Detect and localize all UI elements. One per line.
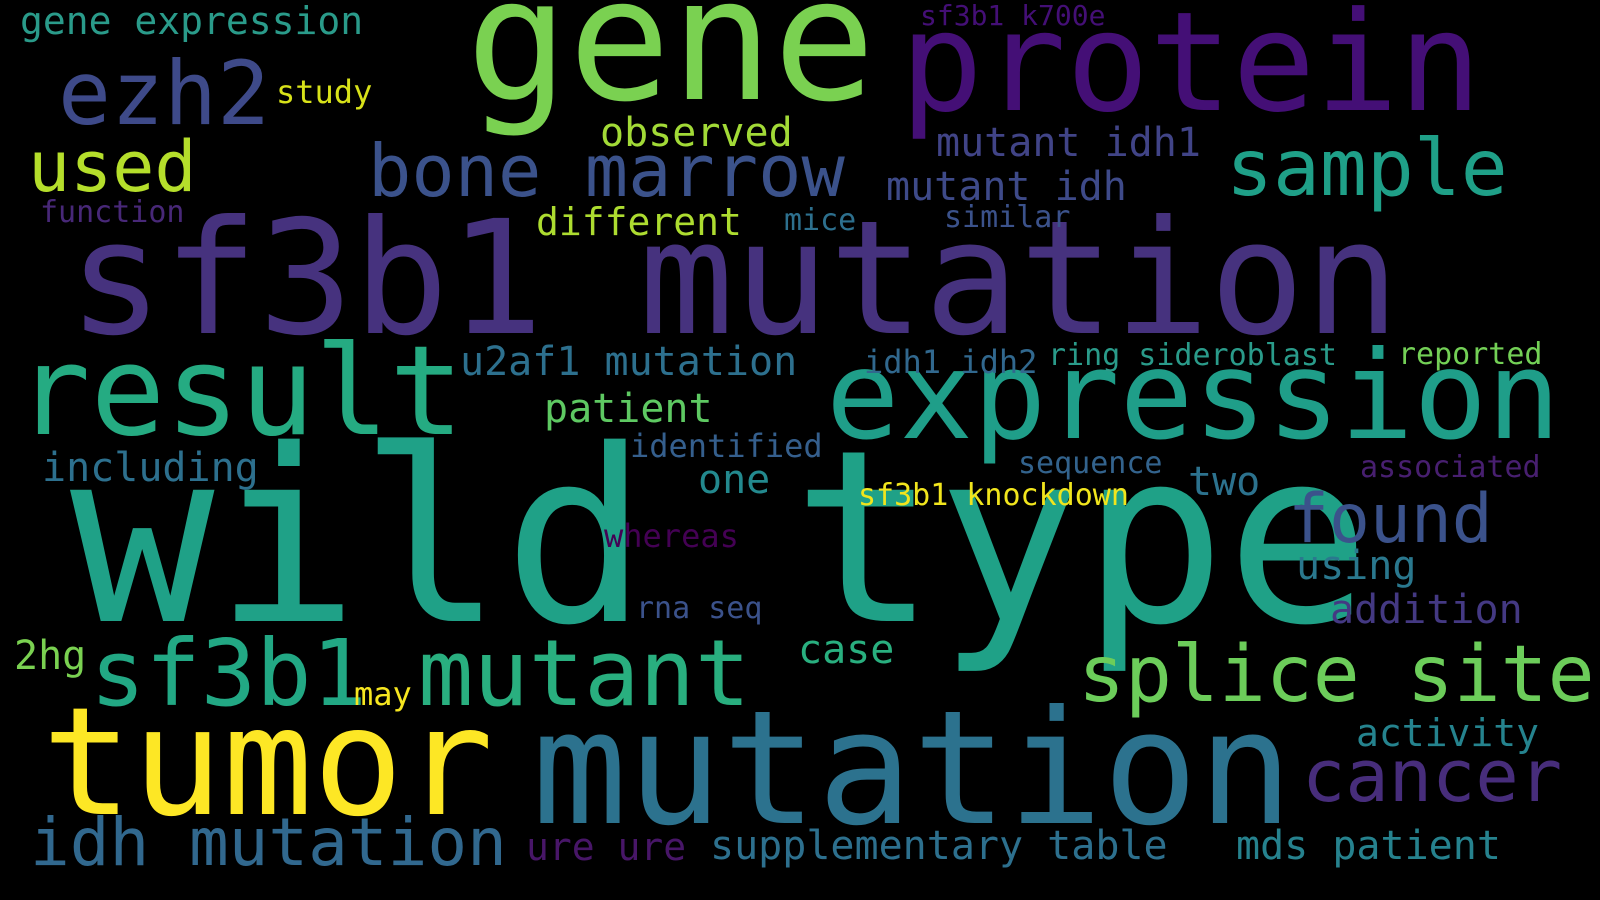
word-patient: patient: [544, 386, 713, 432]
word-including: including: [42, 445, 259, 491]
word-using: using: [1296, 543, 1417, 589]
word-sequence: sequence: [1018, 446, 1163, 481]
word-sf3b1: sf3b1: [90, 620, 367, 727]
word-protein: protein: [900, 0, 1482, 143]
word-case: case: [798, 627, 895, 673]
word-activity: activity: [1356, 711, 1540, 755]
word-study: study: [276, 73, 373, 111]
word-splice-site: splice site: [1078, 630, 1595, 720]
word-cancer: cancer: [1302, 734, 1563, 818]
word-observed: observed: [600, 110, 793, 156]
word-gene: gene: [466, 0, 876, 140]
word-mutation: mutation: [532, 677, 1293, 861]
word-bone-marrow: bone marrow: [368, 129, 845, 213]
word-gene-expression: gene expression: [20, 0, 364, 43]
word-identified: identified: [630, 427, 823, 465]
word-mds-patient: mds patient: [1236, 823, 1501, 869]
word-mice: mice: [784, 203, 857, 238]
word-mutant: mutant: [418, 620, 751, 727]
word-associated: associated: [1360, 450, 1541, 485]
word-mutant-idh: mutant idh: [886, 164, 1127, 210]
word-sf3b1-knockdown: sf3b1 knockdown: [858, 478, 1129, 513]
word-function: function: [40, 195, 185, 230]
word-wild-type: wild type: [70, 398, 1371, 678]
word-may: may: [354, 675, 412, 713]
word-sf3b1-mutation: sf3b1 mutation: [68, 187, 1400, 371]
word-whereas: whereas: [604, 517, 739, 555]
word-reported: reported: [1398, 337, 1543, 372]
word-sf3b1-k700e: sf3b1 k700e: [920, 0, 1106, 32]
word-result: result: [16, 320, 464, 464]
word-one: one: [698, 457, 771, 503]
word-mutant-idh1: mutant idh1: [936, 120, 1201, 166]
word-two: two: [1188, 459, 1261, 505]
word-idh1-idh2: idh1 idh2: [864, 343, 1038, 381]
word-ure-ure: ure ure: [526, 825, 687, 869]
word-supplementary-table: supplementary table: [710, 823, 1168, 869]
word-u2af1-mutation: u2af1 mutation: [460, 339, 798, 385]
word-tumor: tumor: [42, 676, 494, 850]
word-2hg: 2hg: [14, 633, 87, 679]
word-used: used: [28, 126, 197, 208]
word-ezh2: ezh2: [58, 42, 270, 145]
word-addition: addition: [1330, 587, 1523, 633]
word-rna-seq: rna seq: [636, 591, 763, 626]
word-similar: similar: [944, 200, 1071, 235]
word-different: different: [536, 200, 742, 244]
word-expression: expression: [826, 325, 1561, 467]
word-ring-sideroblast: ring sideroblast: [1048, 338, 1337, 373]
word-found: found: [1288, 480, 1493, 559]
word-idh-mutation: idh mutation: [30, 804, 507, 881]
word-sample: sample: [1226, 124, 1508, 214]
